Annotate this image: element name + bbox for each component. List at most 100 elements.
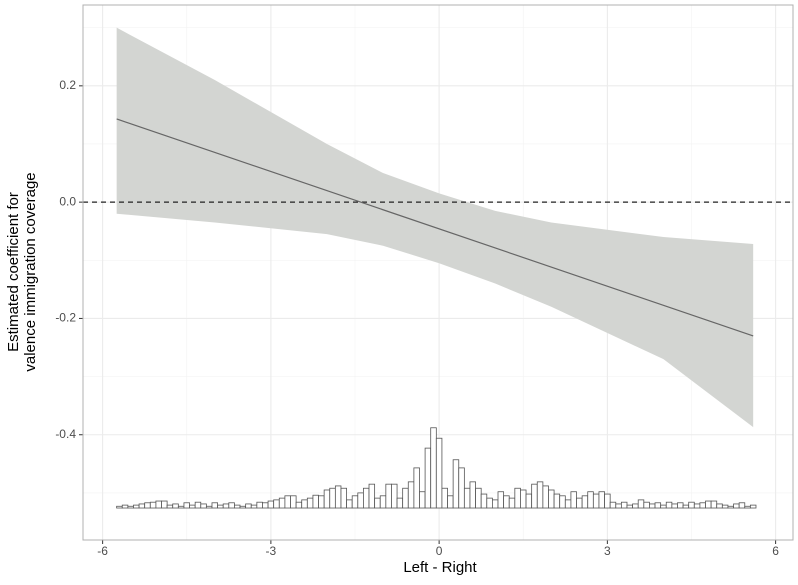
histogram-bar	[688, 501, 695, 509]
y-axis-label: Estimated coefficient for	[5, 192, 22, 352]
y-tick-label: 0.2	[59, 78, 76, 92]
histogram-bar	[660, 504, 667, 509]
histogram-bar	[391, 483, 398, 509]
histogram-bar	[475, 487, 482, 509]
histogram-bar	[121, 504, 129, 509]
histogram-bar	[284, 495, 291, 509]
histogram-bar	[716, 503, 723, 509]
histogram-bar	[161, 500, 168, 509]
histogram-bar	[278, 497, 286, 509]
histogram-bar	[727, 505, 734, 509]
histogram-bar	[559, 495, 566, 509]
histogram-bar	[334, 485, 342, 509]
histogram-bar	[469, 481, 476, 509]
histogram-bar	[351, 495, 359, 509]
histogram-bar	[205, 505, 213, 509]
histogram-bar	[570, 491, 577, 509]
histogram-bar	[441, 487, 448, 509]
histogram-bar	[368, 483, 376, 509]
y-tick-label: -0.4	[55, 427, 76, 441]
histogram-bar	[419, 491, 426, 509]
x-tick-label: 0	[436, 544, 443, 558]
histogram-bar	[424, 447, 432, 509]
histogram-bar	[564, 499, 572, 509]
histogram-bar	[318, 495, 325, 509]
histogram-bar	[637, 499, 645, 509]
histogram-bar	[609, 501, 617, 509]
histogram-bar	[245, 503, 252, 509]
histogram-bar	[491, 499, 499, 509]
histogram-bar	[166, 504, 174, 509]
histogram-bar	[643, 501, 650, 509]
histogram-bar	[615, 503, 622, 509]
histogram-bar	[705, 500, 712, 509]
histogram-bar	[295, 501, 303, 509]
histogram-bar	[452, 459, 460, 509]
x-tick-label: 6	[772, 544, 779, 558]
histogram-bar	[273, 499, 280, 509]
histogram-bar	[553, 493, 561, 509]
histogram-bar	[250, 504, 258, 509]
histogram-bar	[458, 467, 465, 509]
histogram-bar	[514, 487, 521, 509]
y-axis-label: valence immigration coverage	[22, 172, 39, 371]
histogram-bar	[693, 503, 701, 509]
histogram-bar	[536, 481, 544, 509]
histogram-bar	[133, 504, 140, 509]
histogram-bar	[626, 504, 634, 509]
histogram-bar	[402, 487, 409, 509]
histogram-bar	[649, 503, 656, 509]
x-tick-label: 3	[604, 544, 611, 558]
histogram-bar	[721, 504, 729, 509]
histogram-bar	[256, 501, 263, 509]
histogram-bar	[194, 501, 202, 509]
histogram-bar	[682, 504, 690, 509]
histogram-bar	[374, 497, 381, 509]
histogram-bar	[222, 503, 230, 509]
histogram-bar	[620, 501, 628, 509]
histogram-bar	[155, 500, 162, 509]
histogram-bar	[357, 492, 364, 509]
histogram-bar	[738, 502, 746, 509]
histogram-bar	[592, 493, 600, 509]
histogram-bar	[228, 502, 235, 509]
histogram-bar	[744, 505, 751, 509]
histogram-bar	[217, 504, 224, 509]
histogram-bar	[733, 503, 740, 509]
histogram-bar	[749, 504, 757, 509]
histogram-bar	[363, 487, 370, 509]
histogram-bar	[323, 489, 331, 509]
histogram-bar	[710, 500, 718, 509]
histogram-bar	[497, 491, 505, 509]
histogram-bar	[290, 495, 297, 509]
histogram-bar	[413, 467, 420, 509]
histogram-bar	[480, 493, 488, 509]
histogram-bar	[407, 481, 415, 509]
histogram-bar	[435, 437, 443, 509]
histogram-bar	[340, 487, 347, 509]
histogram-bar	[503, 495, 510, 509]
histogram-bar	[346, 499, 353, 509]
histogram-bar	[542, 485, 549, 509]
histogram-bar	[306, 497, 314, 509]
histogram-bar	[267, 500, 275, 509]
histogram-bar	[385, 483, 392, 509]
histogram-bar	[632, 503, 639, 509]
histogram-bar	[677, 502, 684, 509]
histogram-bar	[200, 503, 207, 509]
histogram-bar	[116, 505, 123, 509]
histogram-bar	[144, 502, 151, 509]
histogram-bar	[183, 502, 190, 509]
histogram-bar	[520, 489, 527, 509]
histogram-bar	[576, 497, 583, 509]
panel-border	[82, 4, 794, 541]
histogram-bar	[172, 503, 179, 509]
histogram-bar	[127, 505, 134, 509]
y-tick-label: 0.0	[59, 194, 76, 208]
histogram-bar	[587, 491, 594, 509]
histogram-bar	[463, 487, 471, 509]
histogram-bar	[447, 495, 454, 509]
x-tick-label: -3	[266, 544, 277, 558]
